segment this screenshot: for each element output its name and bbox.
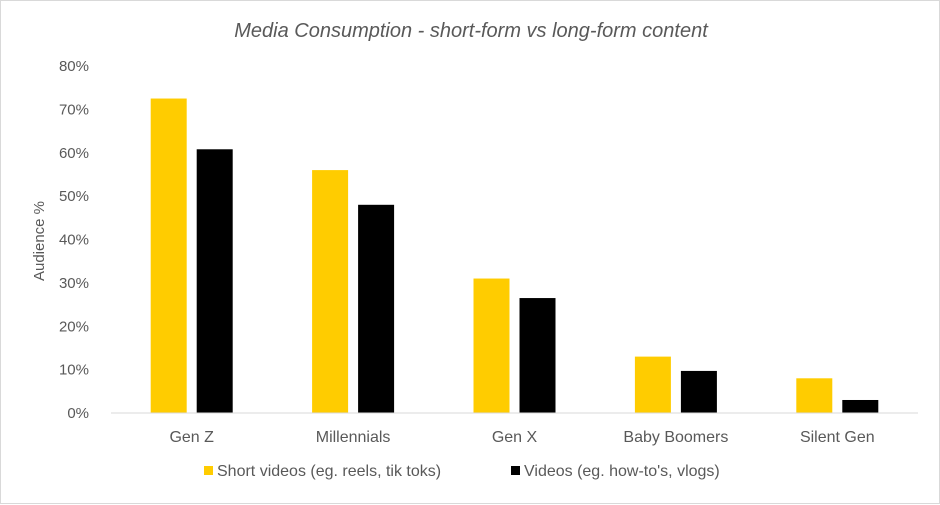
x-category-labels: Gen Z Millennials Gen X Baby Boomers Silent … xyxy=(169,429,874,446)
y-tick-label: 50% xyxy=(59,188,89,205)
y-tick-label: 20% xyxy=(59,318,89,335)
x-category-label: Baby Boomers xyxy=(623,429,728,446)
x-category-label: Millennials xyxy=(316,429,391,446)
bar-videos xyxy=(196,149,233,413)
bar-short-videos xyxy=(634,356,671,413)
bars xyxy=(150,98,879,413)
y-tick-label: 80% xyxy=(59,58,89,75)
x-category-label: Silent Gen xyxy=(800,429,875,446)
bar-videos xyxy=(842,399,879,413)
bar-videos xyxy=(358,204,395,413)
y-tick-label: 30% xyxy=(59,275,89,292)
y-tick-label: 70% xyxy=(59,101,89,118)
bar-short-videos xyxy=(473,278,510,413)
legend: Short videos (eg. reels, tik toks) Videos… xyxy=(204,463,720,480)
legend-label: Videos (eg. how-to's, vlogs) xyxy=(524,463,720,480)
y-tick-labels: 0% 10% 20% 30% 40% 50% 60% 70% 80% xyxy=(59,58,89,422)
y-tick-label: 40% xyxy=(59,232,89,249)
bar-short-videos xyxy=(150,98,187,413)
legend-swatch xyxy=(204,466,213,475)
y-tick-label: 60% xyxy=(59,145,89,162)
bar-short-videos xyxy=(312,170,349,413)
legend-label: Short videos (eg. reels, tik toks) xyxy=(217,463,441,480)
chart-title: Media Consumption - short-form vs long-f… xyxy=(234,20,709,42)
bar-short-videos xyxy=(796,378,833,413)
legend-swatch xyxy=(511,466,520,475)
y-tick-label: 0% xyxy=(67,405,89,422)
y-axis-title: Audience % xyxy=(31,201,48,281)
x-category-label: Gen X xyxy=(492,429,538,446)
bar-videos xyxy=(519,298,556,413)
y-tick-label: 10% xyxy=(59,362,89,379)
x-category-label: Gen Z xyxy=(169,429,214,446)
bar-videos xyxy=(680,370,717,413)
